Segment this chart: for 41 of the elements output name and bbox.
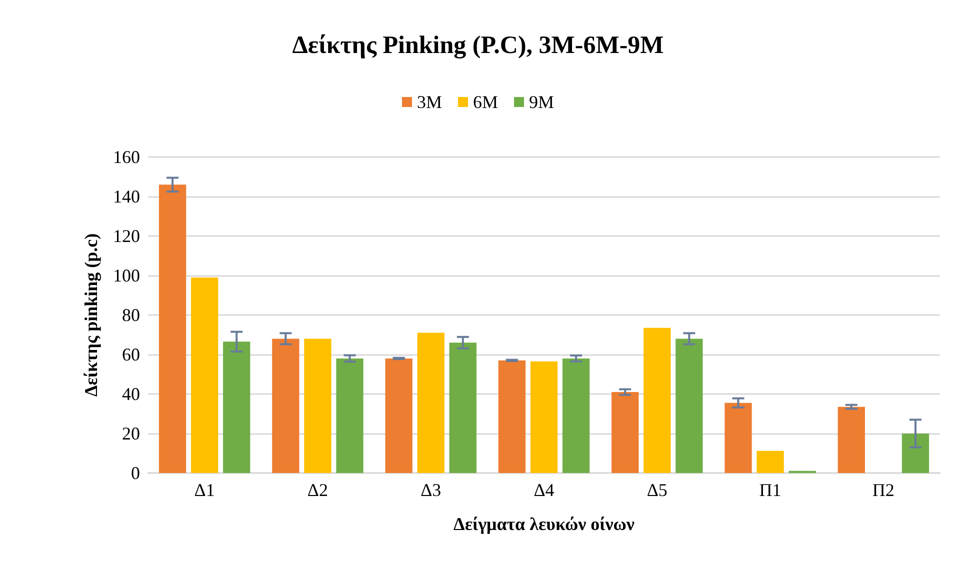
- x-tick-label: Π1: [759, 480, 782, 500]
- y-tick-label: 20: [122, 424, 140, 444]
- bar: [644, 328, 671, 473]
- x-tick-label: Δ1: [194, 480, 215, 500]
- y-tick-label: 0: [131, 463, 140, 483]
- bar: [530, 361, 558, 473]
- x-tick-label: Δ3: [420, 480, 442, 500]
- bar: [449, 342, 476, 473]
- bar: [158, 184, 186, 473]
- bar: [838, 406, 865, 473]
- y-tick-label: 160: [113, 147, 140, 167]
- bar: [304, 338, 332, 473]
- bar: [724, 402, 752, 473]
- legend-label: 9M: [529, 92, 554, 112]
- bar: [902, 434, 930, 473]
- chart-title: Δείκτης Pinking (P.C), 3M-6M-9M: [292, 32, 664, 59]
- x-tick-label: Π2: [872, 480, 894, 500]
- legend-label: 6M: [473, 92, 498, 112]
- bar: [498, 360, 526, 473]
- y-tick-label: 140: [113, 186, 140, 206]
- x-axis-title: Δείγματα λευκών οίνων: [454, 514, 634, 534]
- bar: [417, 332, 444, 473]
- legend-label: 3M: [416, 92, 442, 112]
- y-tick-label: 100: [113, 266, 140, 286]
- bar: [676, 338, 703, 473]
- bar: [336, 358, 364, 473]
- y-tick-label: 60: [122, 344, 140, 364]
- x-tick-label: Δ2: [307, 480, 328, 500]
- bar: [190, 277, 218, 473]
- x-tick-label: Δ4: [534, 480, 554, 500]
- x-tick-label: Δ5: [646, 480, 668, 500]
- y-axis-title: Δείκτης pinking (p.c): [81, 233, 101, 397]
- y-tick-label: 40: [122, 384, 140, 404]
- y-tick-label: 120: [113, 226, 140, 246]
- bar: [385, 358, 412, 473]
- bar: [756, 450, 784, 473]
- y-tick-label: 80: [122, 305, 140, 325]
- bar: [612, 392, 639, 473]
- bar: [562, 358, 590, 473]
- bar: [223, 342, 250, 473]
- bar: [272, 338, 300, 473]
